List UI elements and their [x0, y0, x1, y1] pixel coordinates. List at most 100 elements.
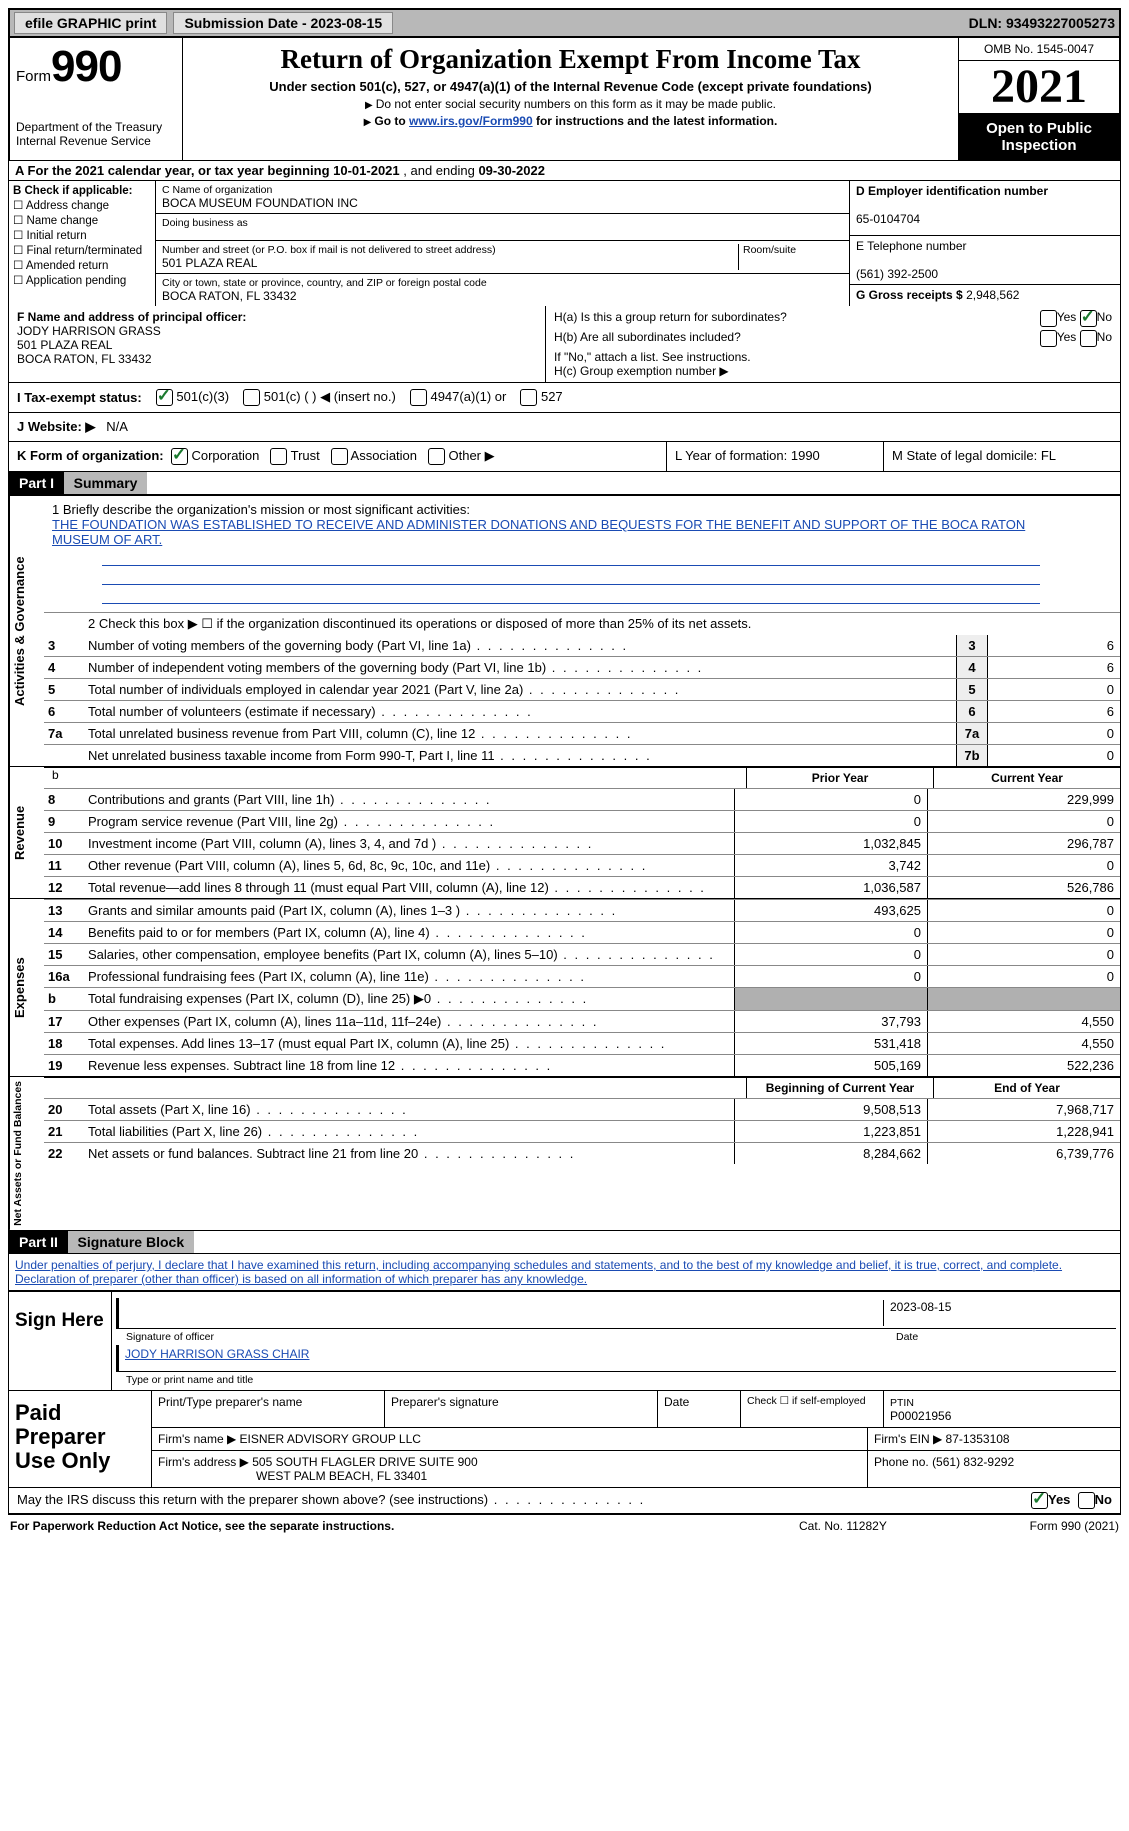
chk-amended-return[interactable]: ☐ Amended return: [13, 258, 151, 272]
efile-topbar: efile GRAPHIC print Submission Date - 20…: [8, 8, 1121, 38]
discuss-row: May the IRS discuss this return with the…: [8, 1488, 1121, 1514]
tax-year: 2021: [959, 61, 1119, 114]
preparer-block: Paid Preparer Use Only Print/Type prepar…: [8, 1391, 1121, 1488]
discuss-yes[interactable]: [1031, 1492, 1048, 1509]
officer-city: BOCA RATON, FL 33432: [17, 352, 152, 366]
data-line: 22Net assets or fund balances. Subtract …: [44, 1142, 1120, 1164]
data-line: 8Contributions and grants (Part VIII, li…: [44, 788, 1120, 810]
row-i-tax-status: I Tax-exempt status: 501(c)(3) 501(c) ( …: [8, 383, 1121, 413]
part-i-header: Part I: [9, 472, 64, 494]
gov-line: 7aTotal unrelated business revenue from …: [44, 722, 1120, 744]
data-line: 11Other revenue (Part VIII, column (A), …: [44, 854, 1120, 876]
col-b-checkboxes: B Check if applicable: ☐ Address change …: [9, 181, 156, 306]
ha-yes[interactable]: [1040, 310, 1057, 327]
chk-4947[interactable]: [410, 389, 427, 406]
dln: DLN: 93493227005273: [969, 15, 1115, 31]
sign-date: 2023-08-15: [883, 1300, 1110, 1326]
data-line: 9Program service revenue (Part VIII, lin…: [44, 810, 1120, 832]
row-fh: F Name and address of principal officer:…: [8, 306, 1121, 383]
paid-preparer-label: Paid Preparer Use Only: [9, 1391, 152, 1487]
chk-other[interactable]: [428, 448, 445, 465]
gov-line: 6Total number of volunteers (estimate if…: [44, 700, 1120, 722]
chk-corporation[interactable]: [171, 448, 188, 465]
irs-link[interactable]: www.irs.gov/Form990: [409, 114, 533, 128]
data-line: 20Total assets (Part X, line 16)9,508,51…: [44, 1098, 1120, 1120]
col-d-ein: D Employer identification number 65-0104…: [850, 181, 1120, 306]
side-net-assets: Net Assets or Fund Balances: [9, 1077, 44, 1230]
hc-group-exemption: H(c) Group exemption number ▶: [554, 364, 1112, 378]
part-ii-title: Signature Block: [68, 1231, 195, 1253]
data-line: bTotal fundraising expenses (Part IX, co…: [44, 987, 1120, 1010]
mission-label: 1 Briefly describe the organization's mi…: [52, 502, 470, 517]
data-line: 12Total revenue—add lines 8 through 11 (…: [44, 876, 1120, 898]
chk-501c[interactable]: [243, 389, 260, 406]
org-city: BOCA RATON, FL 33432: [162, 289, 297, 303]
data-line: 17Other expenses (Part IX, column (A), l…: [44, 1010, 1120, 1032]
hb-no[interactable]: [1080, 330, 1097, 347]
sign-block: Sign Here 2023-08-15 Signature of office…: [8, 1291, 1121, 1391]
submission-date: Submission Date - 2023-08-15: [173, 12, 393, 34]
row-a-tax-year: A For the 2021 calendar year, or tax yea…: [8, 160, 1121, 181]
officer-street: 501 PLAZA REAL: [17, 338, 112, 352]
data-line: 10Investment income (Part VIII, column (…: [44, 832, 1120, 854]
data-line: 15Salaries, other compensation, employee…: [44, 943, 1120, 965]
chk-trust[interactable]: [270, 448, 287, 465]
firm-ein: 87-1353108: [946, 1432, 1010, 1446]
side-expenses: Expenses: [9, 899, 44, 1076]
state-domicile: M State of legal domicile: FL: [884, 442, 1120, 471]
ha-no[interactable]: [1080, 310, 1097, 327]
part-ii-header: Part II: [9, 1231, 68, 1253]
gross-receipts: 2,948,562: [966, 288, 1019, 302]
hb-yes[interactable]: [1040, 330, 1057, 347]
dept-treasury: Department of the Treasury Internal Reve…: [16, 120, 176, 148]
firm-name: EISNER ADVISORY GROUP LLC: [240, 1432, 421, 1446]
data-line: 14Benefits paid to or for members (Part …: [44, 921, 1120, 943]
activities-governance: Activities & Governance 1 Briefly descri…: [8, 495, 1121, 767]
open-inspection: Open to Public Inspection: [959, 114, 1119, 160]
mission-text: THE FOUNDATION WAS ESTABLISHED TO RECEIV…: [52, 517, 1080, 547]
penalties-text: Under penalties of perjury, I declare th…: [15, 1258, 1062, 1286]
chk-address-change[interactable]: ☐ Address change: [13, 198, 151, 212]
part-i-title: Summary: [64, 472, 148, 494]
side-activities: Activities & Governance: [9, 496, 44, 766]
firm-address: 505 SOUTH FLAGLER DRIVE SUITE 900: [252, 1455, 477, 1469]
officer-name: JODY HARRISON GRASS: [17, 324, 161, 338]
chk-527[interactable]: [520, 389, 537, 406]
firm-city: WEST PALM BEACH, FL 33401: [158, 1469, 427, 1483]
data-line: 13Grants and similar amounts paid (Part …: [44, 899, 1120, 921]
org-street: 501 PLAZA REAL: [162, 256, 257, 270]
gov-line: 5Total number of individuals employed in…: [44, 678, 1120, 700]
form-number: Form990: [16, 42, 176, 92]
revenue-section: Revenue bPrior YearCurrent Year 8Contrib…: [8, 767, 1121, 899]
line-2: 2 Check this box ▶ ☐ if the organization…: [84, 613, 1120, 635]
sign-here-label: Sign Here: [9, 1292, 112, 1390]
chk-name-change[interactable]: ☐ Name change: [13, 213, 151, 227]
ein: 65-0104704: [856, 212, 920, 226]
ptin: P00021956: [890, 1409, 951, 1423]
data-line: 16aProfessional fundraising fees (Part I…: [44, 965, 1120, 987]
row-j-website: J Website: ▶ N/A: [8, 413, 1121, 442]
data-line: 18Total expenses. Add lines 13–17 (must …: [44, 1032, 1120, 1054]
form-note-ssn: Do not enter social security numbers on …: [191, 97, 950, 111]
gov-line: 3Number of voting members of the governi…: [44, 635, 1120, 656]
chk-501c3[interactable]: [156, 389, 173, 406]
row-k-form-org: K Form of organization: Corporation Trus…: [8, 442, 1121, 472]
firm-phone: (561) 832-9292: [932, 1455, 1014, 1469]
org-name: BOCA MUSEUM FOUNDATION INC: [162, 196, 358, 210]
data-line: 19Revenue less expenses. Subtract line 1…: [44, 1054, 1120, 1076]
net-assets-section: Net Assets or Fund Balances Beginning of…: [8, 1077, 1121, 1231]
omb-number: OMB No. 1545-0047: [959, 38, 1119, 61]
hb-note: If "No," attach a list. See instructions…: [554, 350, 1112, 364]
form-title: Return of Organization Exempt From Incom…: [191, 44, 950, 75]
side-revenue: Revenue: [9, 767, 44, 898]
chk-initial-return[interactable]: ☐ Initial return: [13, 228, 151, 242]
chk-final-return[interactable]: ☐ Final return/terminated: [13, 243, 151, 257]
efile-print-button[interactable]: efile GRAPHIC print: [14, 12, 167, 34]
form-note-link: Go to www.irs.gov/Form990 for instructio…: [191, 114, 950, 128]
discuss-no[interactable]: [1078, 1492, 1095, 1509]
telephone: (561) 392-2500: [856, 267, 938, 281]
footer: For Paperwork Reduction Act Notice, see …: [8, 1514, 1121, 1537]
chk-association[interactable]: [331, 448, 348, 465]
chk-application-pending[interactable]: ☐ Application pending: [13, 273, 151, 287]
expenses-section: Expenses 13Grants and similar amounts pa…: [8, 899, 1121, 1077]
